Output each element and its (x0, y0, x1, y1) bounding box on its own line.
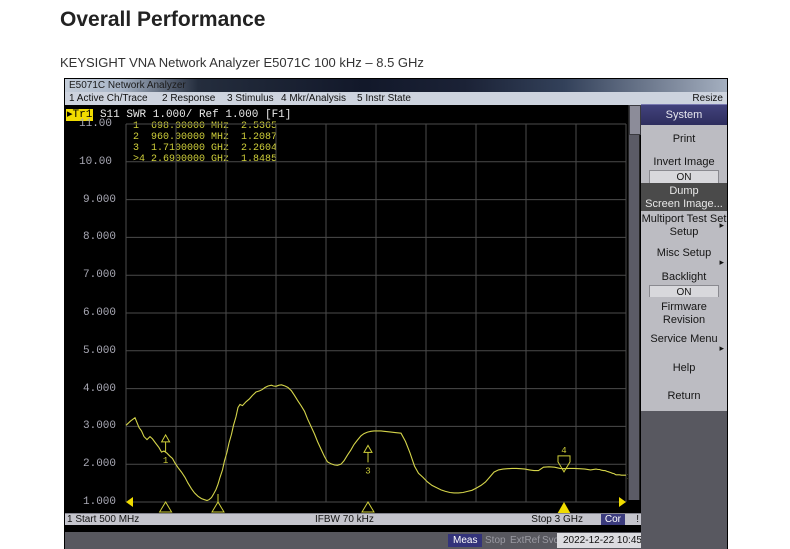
svg-text:3: 3 (365, 466, 370, 476)
svg-text:4: 4 (561, 446, 566, 456)
svg-text:1: 1 (163, 456, 168, 466)
